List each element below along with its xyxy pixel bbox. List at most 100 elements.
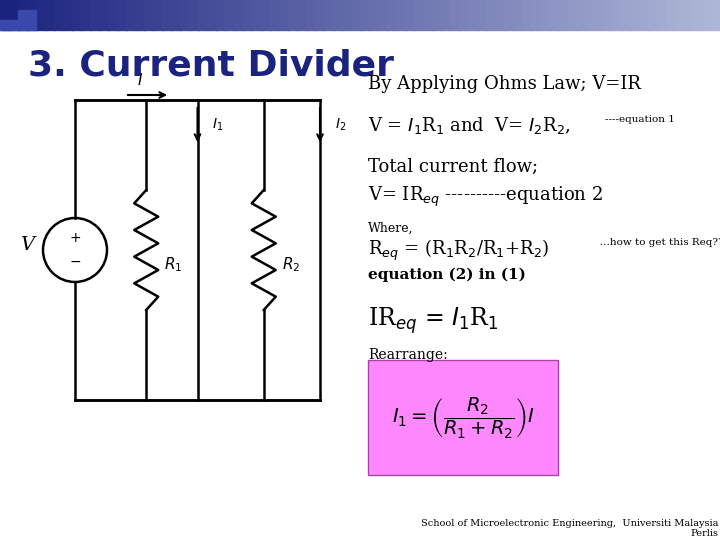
Bar (18, 0, 28, 30)
Text: Total current flow;: Total current flow; (368, 158, 538, 176)
Bar (36, 0, 46, 30)
Bar (207, 0, 217, 30)
Bar (639, 0, 649, 30)
Bar (189, 0, 199, 30)
Text: −: − (69, 255, 81, 269)
Text: School of Microelectronic Engineering,  Universiti Malaysia
Perlis: School of Microelectronic Engineering, U… (420, 518, 718, 538)
Bar (369, 0, 379, 30)
Bar (0, 20, 18, 30)
Bar (522, 0, 532, 30)
Bar (324, 0, 334, 30)
FancyBboxPatch shape (368, 360, 558, 475)
Bar (495, 0, 505, 30)
Bar (414, 0, 424, 30)
Bar (360, 0, 370, 30)
Bar (243, 0, 253, 30)
Text: 3. Current Divider: 3. Current Divider (28, 48, 394, 82)
Bar (558, 0, 568, 30)
Bar (315, 0, 325, 30)
Bar (27, 0, 37, 30)
Bar (702, 0, 712, 30)
Bar (333, 0, 343, 30)
Bar (9, 0, 19, 30)
Bar (666, 0, 676, 30)
Bar (603, 0, 613, 30)
Text: V: V (20, 236, 34, 254)
Bar (216, 0, 226, 30)
Bar (162, 0, 172, 30)
Bar (441, 0, 451, 30)
Bar (531, 0, 541, 30)
Text: $I_1$: $I_1$ (212, 117, 224, 133)
Text: $\it{I}_1 = \left(\dfrac{R_2}{R_1 + R_2}\right)\it{I}$: $\it{I}_1 = \left(\dfrac{R_2}{R_1 + R_2}… (392, 395, 534, 440)
Bar (567, 0, 577, 30)
Bar (621, 0, 631, 30)
Bar (459, 0, 469, 30)
Bar (306, 0, 316, 30)
Bar (180, 0, 190, 30)
Bar (288, 0, 298, 30)
Text: $I_2$: $I_2$ (335, 117, 346, 133)
Bar (540, 0, 550, 30)
Bar (0, 0, 10, 30)
Bar (477, 0, 487, 30)
Bar (657, 0, 667, 30)
Bar (630, 0, 640, 30)
Bar (486, 0, 496, 30)
Text: +: + (69, 231, 81, 245)
Bar (648, 0, 658, 30)
Bar (234, 0, 244, 30)
Bar (612, 0, 622, 30)
Bar (225, 0, 235, 30)
Bar (18, 10, 36, 30)
Bar (468, 0, 478, 30)
Bar (45, 0, 55, 30)
Text: ----equation 1: ----equation 1 (605, 115, 675, 124)
Text: IR$_{eq}$ = $\it{I}_1$R$_1$: IR$_{eq}$ = $\it{I}_1$R$_1$ (368, 305, 499, 336)
Bar (126, 0, 136, 30)
Text: $I$: $I$ (137, 72, 143, 88)
Bar (297, 0, 307, 30)
Bar (396, 0, 406, 30)
Bar (90, 0, 100, 30)
Text: R$_{eq}$ = (R$_1$R$_2$/R$_1$+R$_2$): R$_{eq}$ = (R$_1$R$_2$/R$_1$+R$_2$) (368, 238, 549, 263)
Bar (594, 0, 604, 30)
Bar (711, 0, 720, 30)
Text: …how to get this Req??: …how to get this Req?? (593, 238, 720, 247)
Bar (99, 0, 109, 30)
Text: Rearrange:: Rearrange: (368, 348, 448, 362)
Text: V= IR$_{eq}$ ----------equation 2: V= IR$_{eq}$ ----------equation 2 (368, 185, 603, 209)
Bar (270, 0, 280, 30)
Bar (693, 0, 703, 30)
Bar (423, 0, 433, 30)
Bar (153, 0, 163, 30)
Bar (342, 0, 352, 30)
Bar (513, 0, 523, 30)
Bar (252, 0, 262, 30)
Bar (576, 0, 586, 30)
Bar (387, 0, 397, 30)
Text: Where,: Where, (368, 222, 413, 235)
Text: $R_1$: $R_1$ (164, 255, 183, 274)
Text: $R_2$: $R_2$ (282, 255, 300, 274)
Bar (450, 0, 460, 30)
Bar (378, 0, 388, 30)
Bar (117, 0, 127, 30)
Bar (351, 0, 361, 30)
Bar (198, 0, 208, 30)
Text: V = $\it{I}_1$R$_1$ and  V= $\it{I}_2$R$_2$,: V = $\it{I}_1$R$_1$ and V= $\it{I}_2$R$_… (368, 115, 571, 136)
Bar (432, 0, 442, 30)
Bar (54, 0, 64, 30)
Bar (684, 0, 694, 30)
Bar (261, 0, 271, 30)
Text: equation (2) in (1): equation (2) in (1) (368, 268, 526, 282)
Bar (279, 0, 289, 30)
Bar (549, 0, 559, 30)
Bar (144, 0, 154, 30)
Bar (81, 0, 91, 30)
Bar (405, 0, 415, 30)
Bar (504, 0, 514, 30)
Bar (171, 0, 181, 30)
Bar (135, 0, 145, 30)
Bar (72, 0, 82, 30)
